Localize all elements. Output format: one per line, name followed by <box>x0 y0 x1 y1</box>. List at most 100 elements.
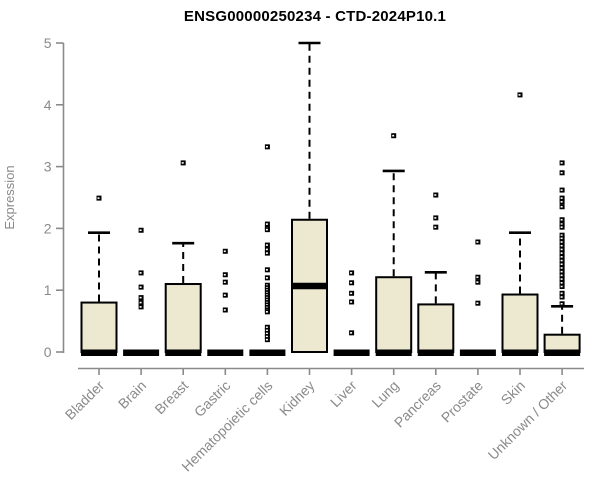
outlier-point-center <box>265 332 268 335</box>
outlier-point-center <box>560 241 563 243</box>
outlier-point-center <box>181 162 184 164</box>
x-tick-label: Prostate <box>438 377 486 425</box>
outlier-point-center <box>434 217 437 219</box>
outlier-point-center <box>139 272 142 274</box>
outlier-point-center <box>265 228 268 231</box>
box <box>543 333 581 354</box>
outlier-point-center <box>476 302 479 304</box>
outlier-point-center <box>139 229 142 232</box>
y-tick-label: 2 <box>44 220 52 236</box>
outlier-point-center <box>560 302 563 305</box>
outlier-point-center <box>265 326 268 329</box>
x-tick-label: Lung <box>368 377 401 410</box>
outlier-point-center <box>560 171 563 174</box>
outlier-point-center <box>560 205 563 208</box>
median-line <box>249 349 286 356</box>
outlier-point-center <box>560 244 563 247</box>
box <box>417 303 455 353</box>
outlier-point-center <box>560 285 563 288</box>
outlier-point-center <box>560 278 563 280</box>
outlier-point-center <box>350 292 353 295</box>
outlier-point-center <box>560 252 563 254</box>
y-tick-label: 3 <box>44 159 52 175</box>
outlier-point-center <box>560 267 563 269</box>
outlier-point-center <box>223 273 226 276</box>
outlier-point-center <box>265 244 268 246</box>
outlier-point-center <box>476 276 479 279</box>
outlier-point-center <box>265 311 268 313</box>
outlier-point-center <box>560 226 563 228</box>
outlier-point-center <box>560 270 563 273</box>
median-line <box>375 349 412 356</box>
y-tick-label: 0 <box>44 344 52 360</box>
chart-title: ENSG00000250234 - CTD-2024P10.1 <box>183 8 447 25</box>
outlier-point-center <box>434 226 437 228</box>
x-tick-label: Skin <box>498 377 529 408</box>
median-line <box>459 349 496 356</box>
x-tick-label: Unknown / Other <box>485 377 571 463</box>
outlier-point-center <box>265 269 268 271</box>
outlier-point-center <box>560 237 563 240</box>
outlier-point-center <box>265 338 268 341</box>
box <box>501 293 539 353</box>
outlier-point-center <box>139 306 142 308</box>
median-line <box>502 349 538 356</box>
x-tick-label: Breast <box>151 377 191 417</box>
box <box>164 283 202 353</box>
y-tick-label: 4 <box>44 97 52 113</box>
outlier-point-center <box>139 286 142 288</box>
x-tick-label: Bladder <box>62 377 108 423</box>
box <box>80 301 118 353</box>
outlier-point-center <box>223 281 226 283</box>
median-line <box>165 349 202 356</box>
x-tick-label: Liver <box>327 377 360 410</box>
outlier-point-center <box>223 294 226 296</box>
outlier-point-center <box>265 335 268 338</box>
outlier-point-center <box>560 256 563 258</box>
outlier-point-center <box>350 332 353 334</box>
median-line <box>207 349 244 356</box>
outlier-point-center <box>265 248 268 251</box>
median-line <box>81 349 117 356</box>
outlier-point-center <box>265 223 268 225</box>
outlier-point-center <box>223 250 226 253</box>
box <box>375 276 413 353</box>
y-tick-label: 5 <box>44 35 52 51</box>
outlier-point-center <box>560 234 563 236</box>
outlier-point-center <box>560 274 563 277</box>
outlier-point-center <box>560 296 563 298</box>
outlier-point-center <box>560 259 563 262</box>
median-line <box>417 349 454 356</box>
median-line <box>291 282 328 290</box>
outlier-point-center <box>350 272 353 274</box>
outlier-point-center <box>560 201 563 203</box>
outlier-point-center <box>265 146 268 148</box>
median-line <box>544 349 581 356</box>
outlier-point-center <box>265 329 268 332</box>
outlier-point-center <box>560 248 563 251</box>
y-axis-label: Expression <box>2 165 17 229</box>
x-tick-label: Brain <box>115 377 149 411</box>
x-tick-label: Pancreas <box>391 377 444 430</box>
median-line <box>333 349 370 356</box>
outlier-point-center <box>560 162 563 164</box>
outlier-point-center <box>476 241 479 243</box>
outlier-point-center <box>139 301 142 304</box>
outlier-point-center <box>265 277 268 279</box>
outlier-point-center <box>560 223 563 225</box>
outlier-point-center <box>560 197 563 199</box>
outlier-point-center <box>139 296 142 299</box>
y-tick-label: 1 <box>44 282 52 298</box>
outlier-point-center <box>560 281 563 284</box>
outlier-point-center <box>560 218 563 221</box>
outlier-point-center <box>223 309 226 311</box>
outlier-point-center <box>476 281 479 283</box>
outlier-point-center <box>392 134 395 137</box>
median-line <box>123 349 160 356</box>
outlier-point-center <box>560 263 563 266</box>
outlier-point-center <box>560 189 563 191</box>
outlier-point-center <box>350 281 353 284</box>
outlier-point-center <box>560 292 563 295</box>
